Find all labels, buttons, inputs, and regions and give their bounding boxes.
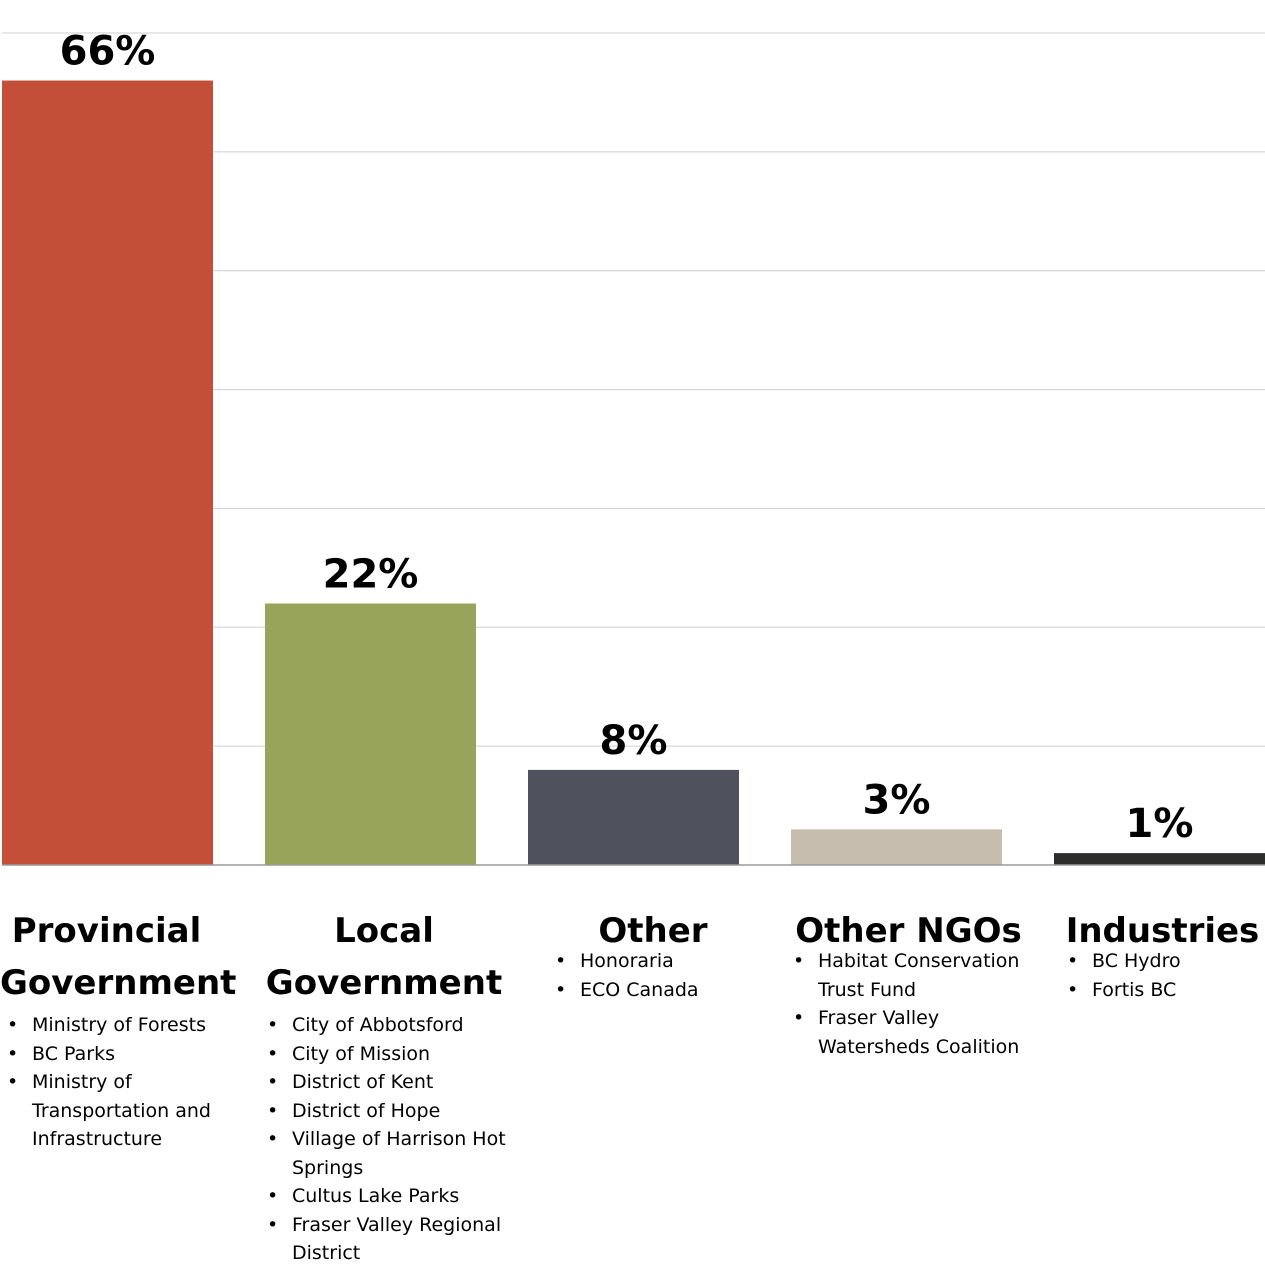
bar-0 [2, 80, 213, 866]
category-other: Other Honoraria ECO Canada [548, 905, 758, 1004]
category-other-ngos: Other NGOs Habitat Conservation Trust Fu… [786, 905, 1031, 1061]
data-label-1: 22% [323, 552, 419, 598]
category-item-list: Honoraria ECO Canada [548, 947, 758, 1004]
list-item: Fraser Valley Regional District [260, 1211, 508, 1268]
bar-chart: 66% 22% 8% 3% 1% [2, 29, 1265, 866]
category-title: Industries [1065, 911, 1260, 951]
list-item: ECO Canada [548, 976, 758, 1005]
data-label-3: 3% [863, 777, 931, 823]
list-item: BC Parks [0, 1040, 213, 1069]
list-item: City of Mission [260, 1040, 508, 1069]
list-item: Fraser Valley Watersheds Coalition [786, 1004, 1031, 1061]
category-item-list: City of Abbotsford City of Mission Distr… [260, 1011, 508, 1268]
data-label-0: 66% [60, 29, 156, 75]
list-item: Fortis BC [1060, 976, 1265, 1005]
bar-3 [791, 829, 1002, 865]
category-industries: Industries BC Hydro Fortis BC [1060, 905, 1265, 1004]
category-item-list: BC Hydro Fortis BC [1060, 947, 1265, 1004]
category-item-list: Ministry of Forests BC Parks Ministry of… [0, 1011, 213, 1154]
category-title: Local Government [265, 911, 503, 1003]
list-item: Honoraria [548, 947, 758, 976]
list-item: Village of Harrison Hot Springs [260, 1125, 508, 1182]
category-local-government: Local Government City of Abbotsford City… [260, 905, 508, 1268]
category-title: Other NGOs [795, 911, 1022, 951]
bar-2 [528, 769, 739, 865]
category-title: Other [598, 911, 708, 951]
data-label-2: 8% [600, 718, 668, 764]
list-item: BC Hydro [1060, 947, 1265, 976]
bar-1 [265, 603, 476, 865]
list-item: Habitat Conservation Trust Fund [786, 947, 1031, 1004]
list-item: Cultus Lake Parks [260, 1182, 508, 1211]
list-item: District of Kent [260, 1068, 508, 1097]
bar-4 [1054, 853, 1265, 865]
list-item: Ministry of Transportation and Infrastru… [0, 1068, 213, 1154]
category-provincial-government: Provincial Government Ministry of Forest… [0, 905, 237, 1154]
list-item: Ministry of Forests [0, 1011, 213, 1040]
data-label-4: 1% [1126, 801, 1194, 847]
list-item: District of Hope [260, 1097, 508, 1126]
list-item: City of Abbotsford [260, 1011, 508, 1040]
category-title: Provincial Government [0, 911, 237, 1003]
category-item-list: Habitat Conservation Trust Fund Fraser V… [786, 947, 1031, 1061]
